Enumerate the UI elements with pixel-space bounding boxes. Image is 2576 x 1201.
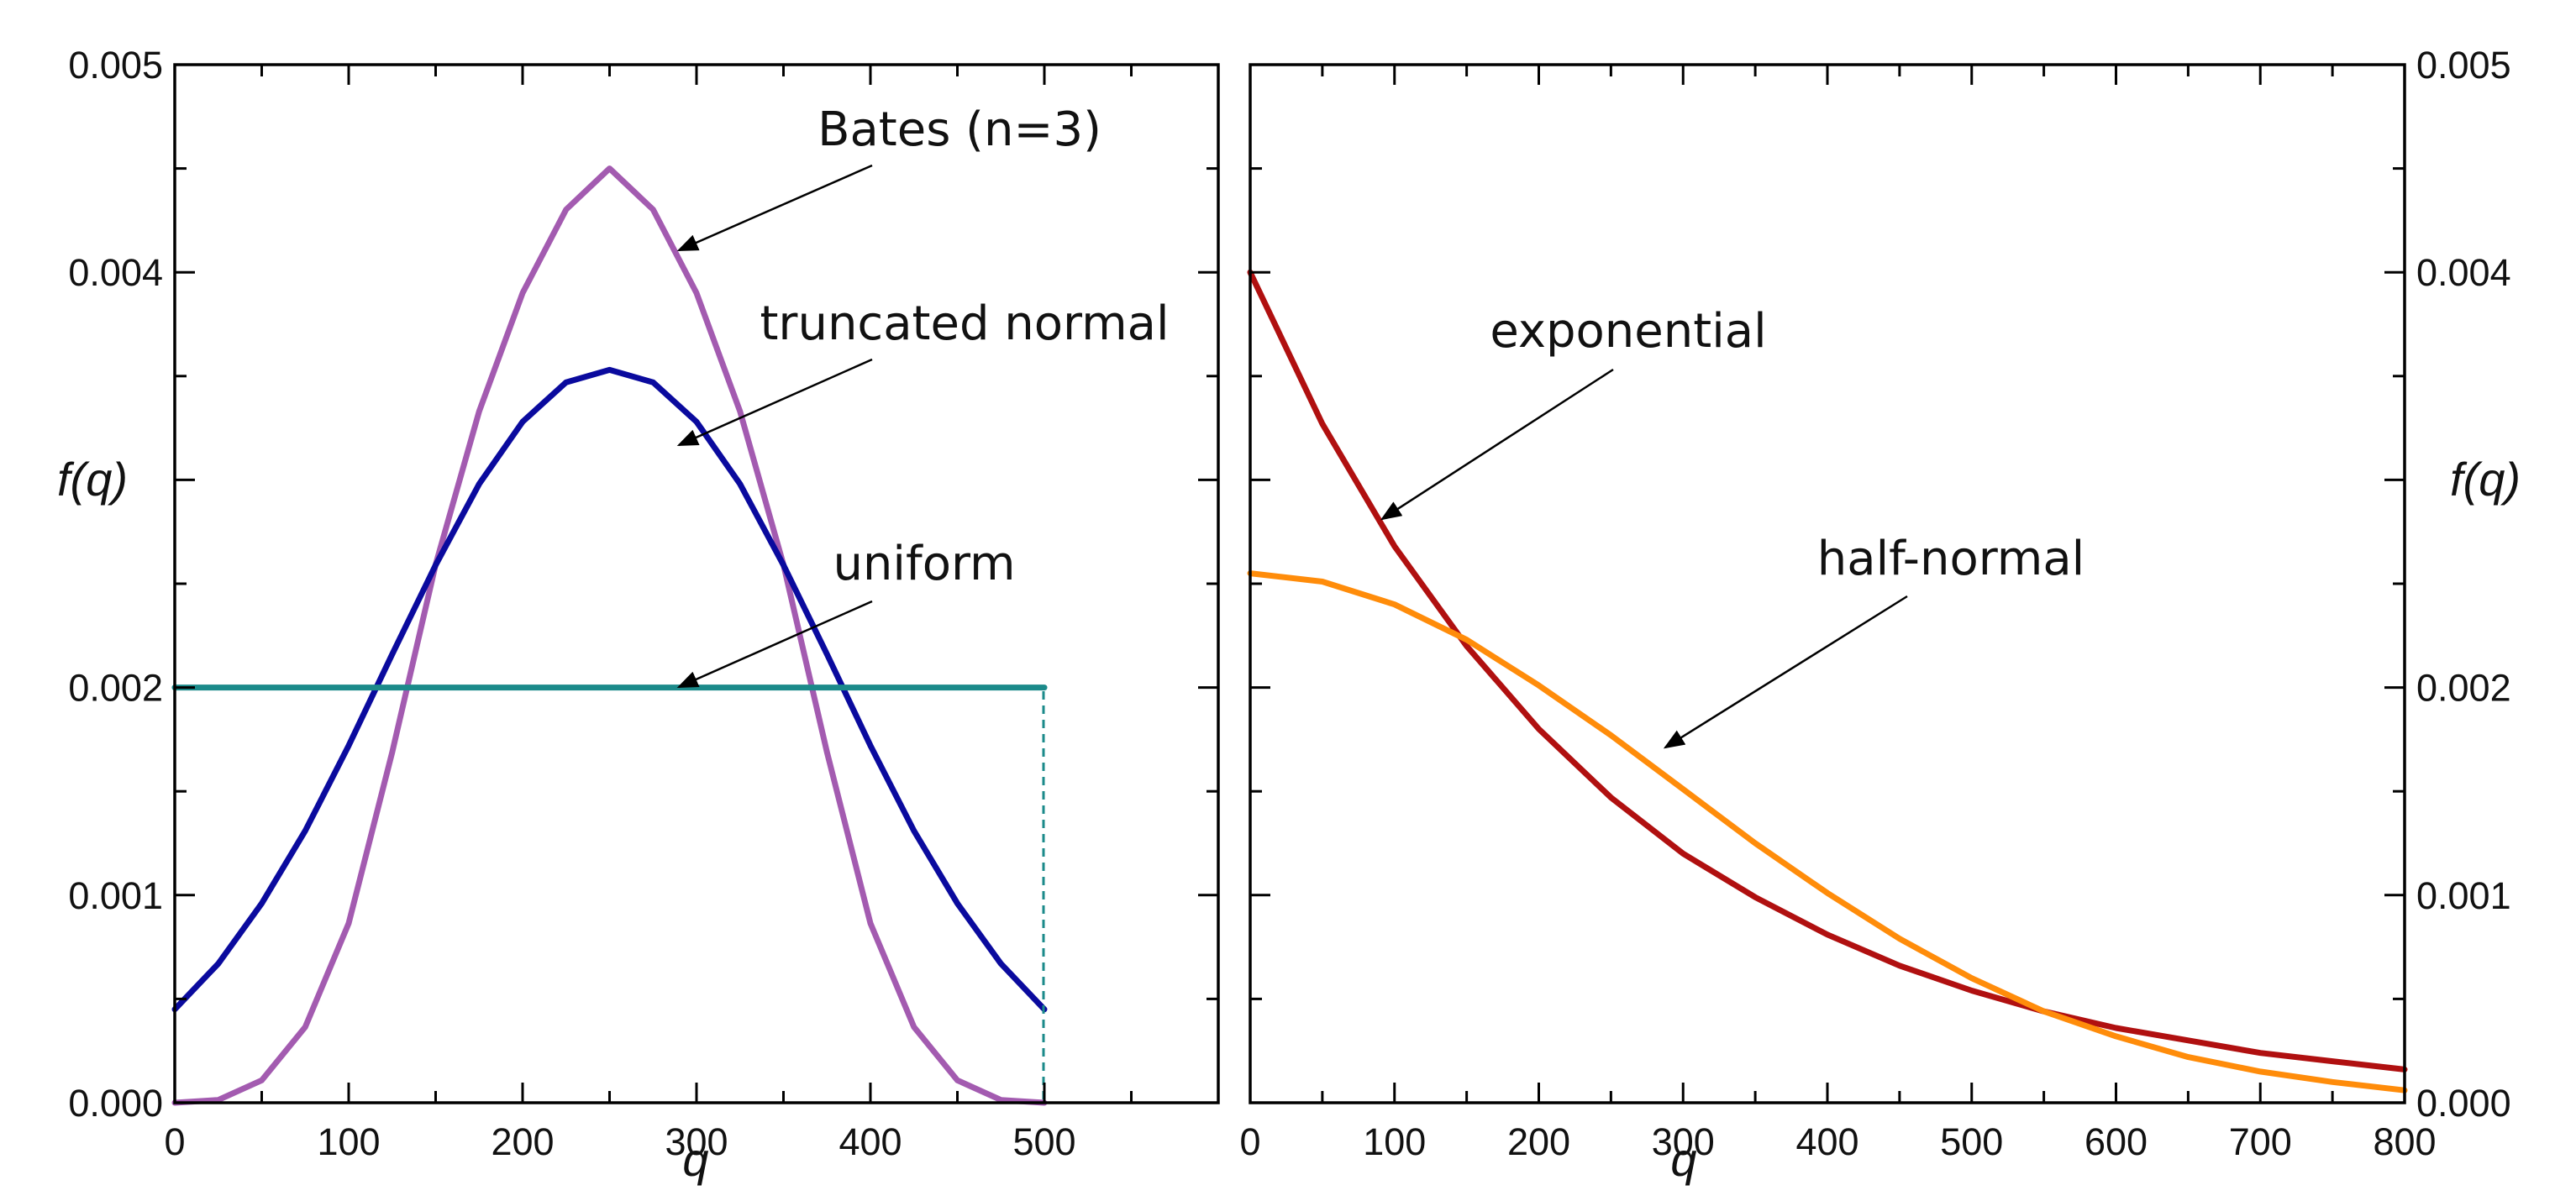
left-curves <box>171 165 1048 1106</box>
bates-arrow <box>676 164 873 252</box>
x-tick-label: 300 <box>665 1120 728 1163</box>
y-tick-label: 0.002 <box>2416 667 2511 710</box>
y-tick-label: 0.001 <box>68 874 163 917</box>
x-tick-label: 300 <box>1652 1120 1715 1163</box>
x-tick-label: 700 <box>2229 1120 2292 1163</box>
uniform-annotation-label: uniform <box>833 537 1015 591</box>
x-tick-label: 100 <box>317 1120 380 1163</box>
y-tick-label: 0.005 <box>68 44 163 87</box>
x-tick-label: 800 <box>2373 1120 2436 1163</box>
x-tick-label: 200 <box>491 1120 554 1163</box>
right-chart-panel: 0 100 200 300 400 500 600 700 800 0.0000.0010.00… <box>1239 44 2521 1186</box>
series-exponential-line <box>1247 269 2408 1073</box>
right-ticks <box>1249 63 2406 1104</box>
series-bates-n-3-line <box>171 165 1048 1106</box>
left-plot-frame <box>173 63 1220 1104</box>
x-tick-label: 500 <box>1012 1120 1075 1163</box>
right-x-tick-labels: 0 100 200 300 400 500 600 700 800 <box>1239 1120 2436 1163</box>
bates-annotation-label: Bates (n=3) <box>817 102 1101 157</box>
right-y-axis-label: f(q) <box>2450 453 2521 506</box>
left-x-tick-labels: 0 100 200 300 400 500 <box>164 1120 1075 1163</box>
right-curves <box>1247 269 2408 1093</box>
y-tick-label: 0.001 <box>2416 874 2511 917</box>
series-truncated-normal-line <box>171 366 1048 1013</box>
x-tick-label: 600 <box>2084 1120 2148 1163</box>
left-y-axis-label: f(q) <box>57 453 128 506</box>
left-ticks <box>173 63 1220 1104</box>
exponential-arrow <box>1380 368 1614 521</box>
left-chart-panel: 0 100 200 300 400 500 0.0000.0010.0020.0040.0… <box>57 44 1220 1186</box>
y-tick-label: 0.005 <box>2416 44 2511 87</box>
x-tick-label: 0 <box>164 1120 185 1163</box>
x-tick-label: 400 <box>839 1120 902 1163</box>
y-tick-label: 0.004 <box>68 251 163 294</box>
exponential-annotation-label: exponential <box>1490 304 1766 359</box>
x-tick-label: 200 <box>1507 1120 1570 1163</box>
y-tick-label: 0.000 <box>68 1082 163 1125</box>
right-y-tick-labels: 0.000 0.001 0.002 0.004 0.005 <box>2416 44 2511 1125</box>
x-tick-label: 500 <box>1940 1120 2003 1163</box>
half-normal-arrow <box>1663 595 1908 749</box>
truncated-normal-annotation-label: truncated normal <box>760 296 1169 351</box>
y-tick-label: 0.004 <box>2416 251 2511 294</box>
left-y-tick-labels: 0.000 0.001 0.002 0.004 0.005 <box>68 44 163 1125</box>
y-tick-label: 0.002 <box>68 667 163 710</box>
half-normal-annotation-label: half-normal <box>1817 532 2084 586</box>
uniform-arrow <box>676 600 873 689</box>
truncated-normal-arrow <box>676 358 873 447</box>
series-half-normal-line <box>1247 570 2408 1093</box>
x-tick-label: 400 <box>1795 1120 1858 1163</box>
left-x-axis-label: q <box>682 1133 708 1186</box>
x-tick-label: 100 <box>1363 1120 1426 1163</box>
right-x-axis-label: q <box>1670 1133 1696 1186</box>
x-tick-label: 0 <box>1239 1120 1260 1163</box>
y-tick-label: 0.000 <box>2416 1082 2511 1125</box>
